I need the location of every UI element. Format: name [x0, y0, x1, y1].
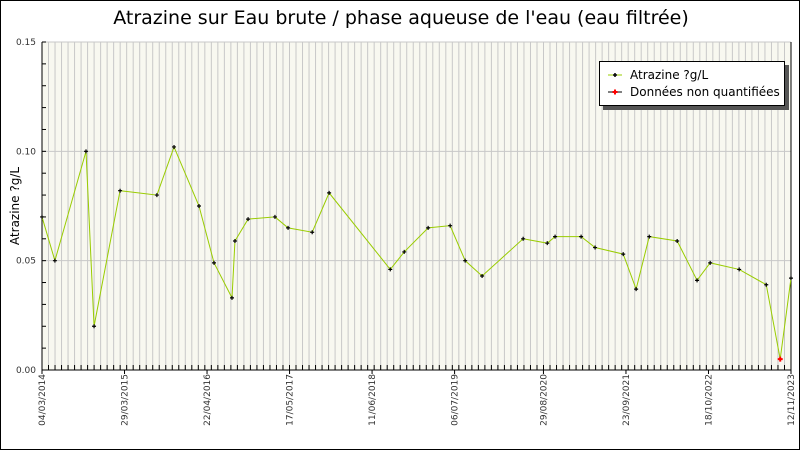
y-axis-label: Atrazine ?g/L [8, 167, 22, 245]
legend: Atrazine ?g/L Données non quantifiées [599, 61, 785, 106]
data-point [545, 241, 550, 246]
data-point [246, 217, 251, 222]
data-point [789, 276, 793, 281]
legend-item-atrazine: Atrazine ?g/L [608, 67, 708, 83]
data-point [286, 225, 291, 230]
x-tick-label: 04/03/2014 [38, 374, 48, 426]
x-tick-label: 11/06/2018 [368, 374, 378, 426]
data-point [675, 238, 680, 243]
data-point [553, 234, 558, 239]
data-point [232, 238, 237, 243]
data-point [310, 230, 315, 235]
data-point [196, 204, 201, 208]
data-point [272, 214, 277, 219]
y-tick-label: 0.00 [16, 366, 36, 376]
legend-marker-black-icon [608, 73, 622, 77]
data-point [212, 260, 217, 265]
y-tick-label: 0.15 [16, 38, 36, 48]
data-point [172, 144, 177, 149]
data-point [737, 267, 742, 272]
x-tick-label: 29/08/2020 [539, 374, 549, 426]
data-point [388, 267, 393, 272]
x-tick-label: 12/11/2023 [787, 374, 797, 426]
data-point [230, 295, 235, 300]
data-point [84, 149, 89, 154]
x-tick-label: 17/05/2017 [286, 374, 296, 426]
legend-item-non-quantified: Données non quantifiées [608, 84, 780, 100]
data-point [647, 234, 652, 239]
x-tick-label: 18/10/2022 [704, 374, 714, 426]
data-point [327, 190, 332, 195]
x-tick-label: 06/07/2019 [451, 374, 461, 426]
data-point [764, 282, 769, 287]
data-point [480, 273, 485, 278]
legend-marker-red-icon [608, 89, 622, 95]
data-point [154, 193, 159, 198]
y-tick-label: 0.05 [16, 257, 36, 267]
data-point [695, 278, 700, 283]
data-point [92, 324, 97, 329]
chart-title: Atrazine sur Eau brute / phase aqueuse d… [113, 7, 689, 29]
x-tick-label: 23/09/2021 [622, 374, 632, 426]
data-point [634, 287, 639, 292]
data-point [426, 225, 431, 230]
data-point [402, 249, 407, 254]
data-point [708, 260, 713, 265]
data-point [448, 223, 453, 228]
data-point [521, 236, 526, 241]
data-point [463, 258, 468, 263]
data-point [579, 234, 584, 239]
data-point [118, 188, 123, 193]
non-quantified-point [777, 356, 783, 362]
x-tick-label: 22/04/2016 [203, 374, 213, 426]
x-tick-label: 29/03/2015 [121, 374, 131, 426]
data-point [52, 258, 57, 263]
legend-label: Atrazine ?g/L [630, 68, 709, 82]
y-tick-label: 0.10 [16, 147, 36, 157]
data-point [40, 214, 44, 219]
data-point [621, 252, 626, 257]
legend-label: Données non quantifiées [630, 85, 780, 99]
data-point [593, 245, 598, 250]
